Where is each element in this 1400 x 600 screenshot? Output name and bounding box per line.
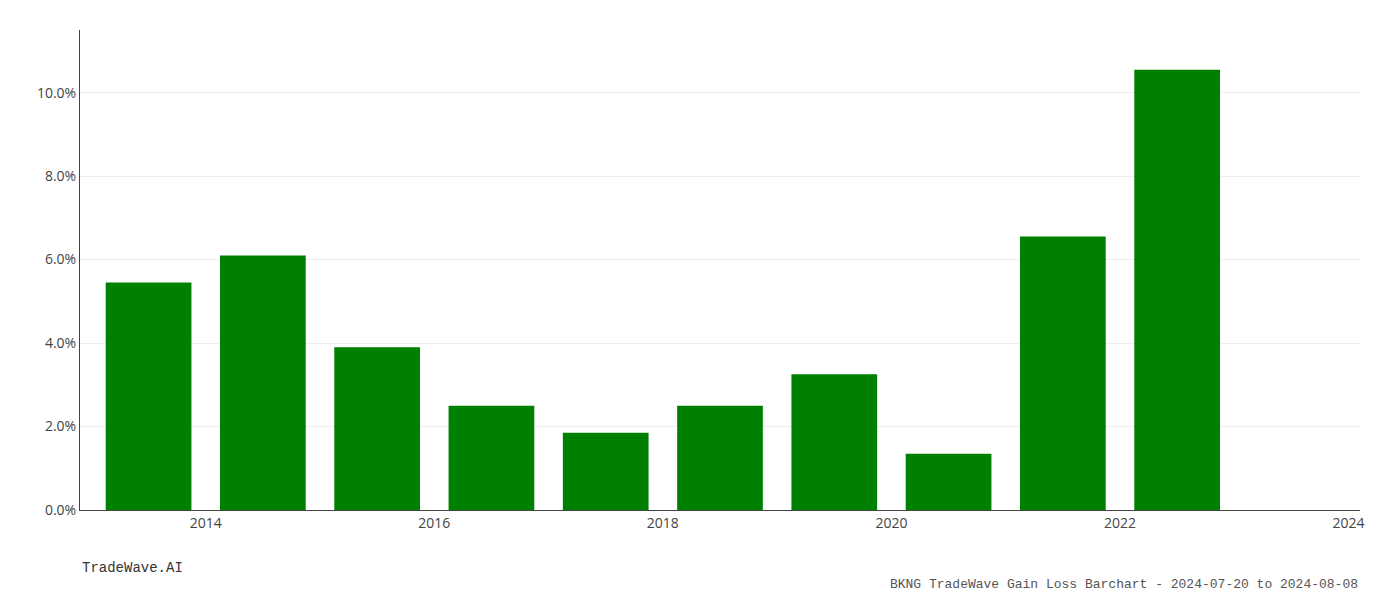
svg-text:2.0%: 2.0% bbox=[45, 416, 76, 435]
svg-text:2014: 2014 bbox=[190, 513, 222, 532]
svg-text:0.0%: 0.0% bbox=[45, 500, 76, 519]
svg-text:10.0%: 10.0% bbox=[37, 83, 76, 102]
svg-text:TradeWave.AI: TradeWave.AI bbox=[82, 560, 183, 576]
svg-text:2024: 2024 bbox=[1333, 513, 1365, 532]
svg-text:2016: 2016 bbox=[418, 513, 450, 532]
svg-text:2020: 2020 bbox=[875, 513, 907, 532]
svg-text:2022: 2022 bbox=[1104, 513, 1136, 532]
svg-text:4.0%: 4.0% bbox=[45, 333, 76, 352]
svg-text:BKNG TradeWave Gain Loss Barch: BKNG TradeWave Gain Loss Barchart - 2024… bbox=[890, 577, 1358, 592]
svg-text:2018: 2018 bbox=[647, 513, 679, 532]
svg-text:6.0%: 6.0% bbox=[45, 249, 76, 268]
svg-text:8.0%: 8.0% bbox=[45, 166, 76, 185]
